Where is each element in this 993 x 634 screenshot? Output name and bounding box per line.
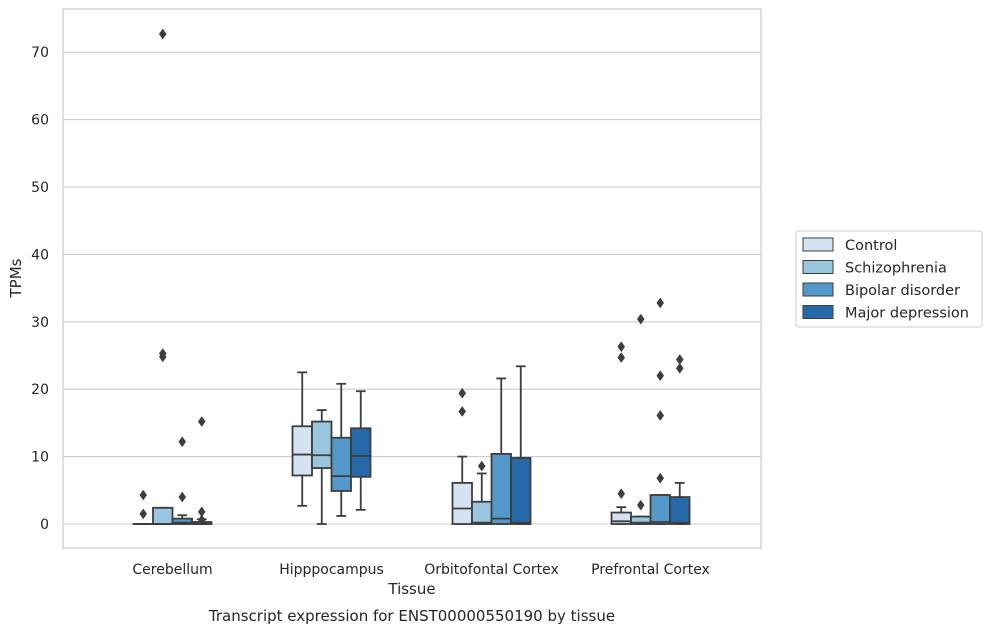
box-group	[350, 390, 372, 511]
legend-swatch	[802, 260, 834, 274]
legend-swatch	[802, 282, 834, 297]
x-tick-label: Orbitofontal Cortex	[424, 562, 559, 578]
x-tick-label: Hipppocampus	[279, 562, 384, 578]
box-group	[630, 313, 652, 525]
legend-label: Control	[845, 238, 897, 254]
legend-label: Bipolar disorder	[845, 283, 960, 299]
box	[471, 500, 493, 525]
outlier-point	[197, 416, 206, 427]
y-axis-title: TPMs	[7, 258, 25, 298]
box-group	[471, 460, 493, 525]
outlier-point	[617, 488, 626, 500]
outlier-point	[617, 352, 626, 363]
outlier-point	[458, 387, 467, 399]
box-group	[490, 377, 512, 525]
box	[291, 425, 313, 477]
plot-boxes	[132, 28, 691, 526]
box	[669, 496, 691, 525]
legend: Control Schizophrenia Bipolar disorder Majo…	[795, 230, 983, 328]
legend-frame	[795, 230, 983, 328]
box	[490, 453, 512, 525]
outlier-point	[656, 410, 665, 421]
outlier-point	[617, 341, 626, 353]
y-tick-label: 50	[31, 180, 49, 196]
outlier-point	[656, 472, 665, 484]
chart-title: Transcript expression for ENST0000055019…	[208, 607, 615, 625]
x-axis-title: Tissue	[387, 580, 435, 598]
outlier-point	[458, 406, 467, 417]
legend-swatch	[802, 237, 834, 252]
legend-label: Schizophrenia	[845, 261, 947, 277]
outlier-point	[477, 460, 486, 472]
outlier-point	[656, 370, 665, 382]
legend-label: Major depression	[845, 306, 969, 322]
box-group	[191, 416, 213, 526]
box-group	[152, 28, 174, 525]
outlier-point	[139, 489, 148, 501]
plot-frame	[62, 8, 762, 549]
x-tick-label: Prefrontal Cortex	[591, 562, 710, 578]
box-group	[649, 297, 671, 525]
box-group	[330, 382, 352, 517]
y-tick-label: 70	[31, 45, 49, 61]
y-ticks: 0 10 20 30 40 50 60 70	[31, 45, 49, 533]
grid	[63, 51, 761, 525]
outlier-point	[139, 508, 148, 520]
outlier-point	[158, 351, 167, 363]
y-tick-label: 20	[31, 382, 49, 398]
legend-swatch	[802, 305, 834, 319]
y-tick-label: 10	[31, 450, 49, 466]
box-group	[132, 489, 154, 525]
box-group	[610, 341, 632, 525]
y-tick-label: 30	[31, 315, 49, 331]
box	[152, 506, 174, 525]
outlier-point	[675, 362, 684, 374]
box	[451, 481, 473, 525]
outlier-point	[656, 297, 665, 309]
outlier-point	[158, 28, 167, 40]
y-tick-label: 60	[31, 113, 49, 129]
box	[330, 436, 352, 492]
box	[311, 420, 333, 469]
outlier-point	[178, 436, 187, 448]
box	[350, 427, 372, 478]
box-group	[510, 365, 532, 525]
box-group	[311, 409, 333, 525]
box-group	[171, 436, 193, 525]
outlier-point	[636, 313, 645, 325]
y-tick-label: 40	[31, 247, 49, 263]
y-tick-label: 0	[40, 517, 49, 533]
x-tick-label: Cerebellum	[132, 562, 212, 578]
box-group	[291, 371, 313, 507]
box-group	[669, 354, 691, 525]
outlier-point	[636, 499, 645, 511]
outlier-point	[197, 514, 206, 526]
box	[510, 457, 532, 525]
box	[610, 511, 632, 525]
box	[649, 494, 671, 525]
outlier-point	[178, 491, 187, 503]
x-ticks: Cerebellum Hipppocampus Orbitofontal Corte…	[132, 562, 709, 578]
